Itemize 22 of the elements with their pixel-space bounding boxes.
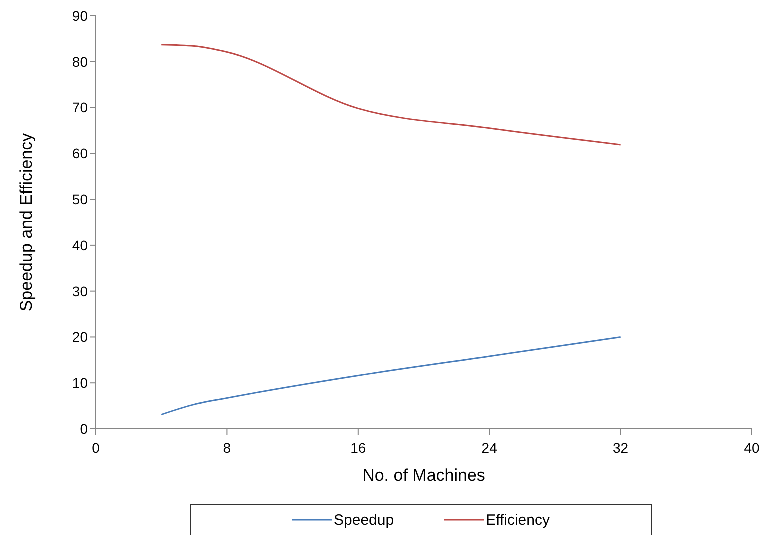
y-tick-label: 90: [72, 8, 88, 24]
x-tick-label: 8: [223, 440, 232, 456]
y-tick-label: 40: [72, 237, 88, 254]
y-tick-label: 20: [72, 329, 88, 346]
y-tick-label: 50: [72, 192, 88, 208]
y-tick-label: 30: [72, 283, 88, 300]
legend-label: Efficiency: [486, 512, 550, 528]
x-tick-label: 24: [482, 440, 498, 456]
line-series: [160, 336, 622, 416]
y-tick-label: 0: [80, 420, 88, 437]
x-tick-label: 0: [92, 440, 100, 456]
y-tick-label: 60: [72, 146, 88, 162]
y-axis-title: Speedup and Efficiency: [17, 132, 36, 312]
x-tick-label: 40: [744, 440, 760, 456]
x-tick-label: 16: [350, 440, 366, 456]
line-series: [160, 44, 622, 146]
x-tick-label: 32: [613, 440, 629, 456]
legend-label: Speedup: [334, 512, 394, 528]
y-tick-label: 70: [72, 100, 88, 116]
x-axis-title: No. of Machines: [362, 466, 486, 485]
y-tick-label: 10: [72, 375, 88, 392]
y-tick-label: 80: [72, 54, 88, 70]
